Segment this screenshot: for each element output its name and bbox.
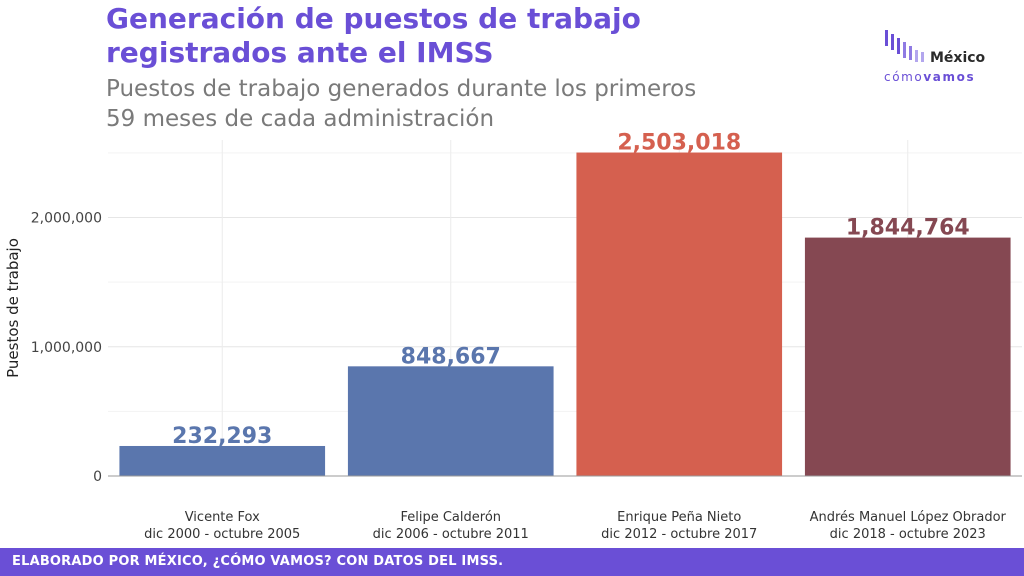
x-tick-label-period: dic 2006 - octubre 2011: [373, 527, 529, 542]
title-line-1: Generación de puestos de trabajo: [106, 2, 641, 35]
footer-bar: ELABORADO POR MÉXICO, ¿CÓMO VAMOS? CON D…: [0, 548, 1024, 576]
bar: [347, 366, 554, 476]
bar-value-label: 848,667: [401, 344, 501, 369]
y-tick-label: 0: [93, 469, 102, 485]
bar: [576, 152, 783, 476]
x-tick-label-period: dic 2018 - octubre 2023: [830, 527, 986, 542]
logo-tagline: cómovamos: [884, 70, 975, 84]
x-tick-label-name: Andrés Manuel López Obrador: [810, 510, 1007, 525]
x-tick-label-period: dic 2012 - octubre 2017: [601, 527, 757, 542]
chart-title: Generación de puestos de trabajo registr…: [106, 2, 806, 70]
bars-logo-icon: [885, 30, 924, 62]
title-line-2: registrados ante el IMSS: [106, 36, 494, 69]
bar: [804, 237, 1011, 476]
footer-source: ELABORADO POR MÉXICO, ¿CÓMO VAMOS? CON D…: [12, 554, 504, 569]
bar: [119, 445, 326, 476]
subtitle-line-2: 59 meses de cada administración: [106, 106, 495, 132]
x-tick-label-name: Felipe Calderón: [400, 510, 501, 525]
bar-chart: 0 1,000,000 2,000,000 Puestos de trabajo 232…: [4, 131, 1022, 542]
x-tick-label-name: Enrique Peña Nieto: [617, 510, 741, 525]
chart-subtitle: Puestos de trabajo generados durante los…: [106, 74, 806, 134]
bar-value-label: 2,503,018: [617, 131, 741, 156]
x-tick-label-period: dic 2000 - octubre 2005: [144, 527, 300, 542]
y-tick-label: 1,000,000: [31, 340, 102, 356]
y-axis-label: Puestos de trabajo: [4, 238, 22, 378]
mexico-como-vamos-logo: México cómovamos: [884, 28, 1014, 88]
logo-tag-light: cómo: [884, 70, 924, 84]
x-tick-label-name: Vicente Fox: [185, 510, 260, 525]
logo-tag-bold: vamos: [923, 70, 976, 84]
logo-wordmark: México: [930, 50, 986, 66]
subtitle-line-1: Puestos de trabajo generados durante los…: [106, 76, 697, 102]
y-tick-label: 2,000,000: [31, 211, 102, 227]
bar-value-label: 232,293: [172, 424, 272, 449]
bar-value-label: 1,844,764: [846, 216, 970, 241]
